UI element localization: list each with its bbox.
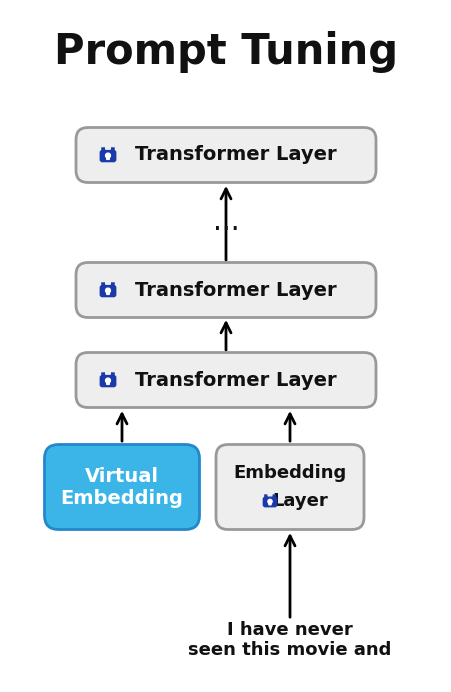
Text: ...: ... [212, 208, 239, 236]
Circle shape [106, 288, 110, 293]
Text: Transformer Layer: Transformer Layer [135, 145, 336, 165]
Text: Transformer Layer: Transformer Layer [135, 370, 336, 390]
FancyBboxPatch shape [100, 376, 115, 387]
FancyBboxPatch shape [100, 151, 115, 162]
Text: Layer: Layer [272, 492, 327, 510]
Text: Transformer Layer: Transformer Layer [135, 280, 336, 300]
Circle shape [106, 378, 110, 383]
FancyBboxPatch shape [106, 291, 109, 294]
FancyBboxPatch shape [268, 502, 271, 504]
FancyBboxPatch shape [76, 262, 375, 318]
Circle shape [106, 153, 110, 158]
Text: Virtual
Embedding: Virtual Embedding [60, 466, 183, 507]
Circle shape [267, 500, 272, 504]
FancyBboxPatch shape [44, 444, 199, 529]
FancyBboxPatch shape [106, 156, 109, 159]
FancyBboxPatch shape [106, 381, 109, 384]
FancyBboxPatch shape [76, 127, 375, 183]
Text: I have never
seen this movie and: I have never seen this movie and [188, 621, 391, 659]
Text: Embedding: Embedding [233, 464, 346, 482]
FancyBboxPatch shape [100, 286, 115, 297]
Text: Prompt Tuning: Prompt Tuning [54, 31, 397, 73]
FancyBboxPatch shape [216, 444, 363, 529]
FancyBboxPatch shape [76, 352, 375, 408]
FancyBboxPatch shape [263, 497, 276, 507]
